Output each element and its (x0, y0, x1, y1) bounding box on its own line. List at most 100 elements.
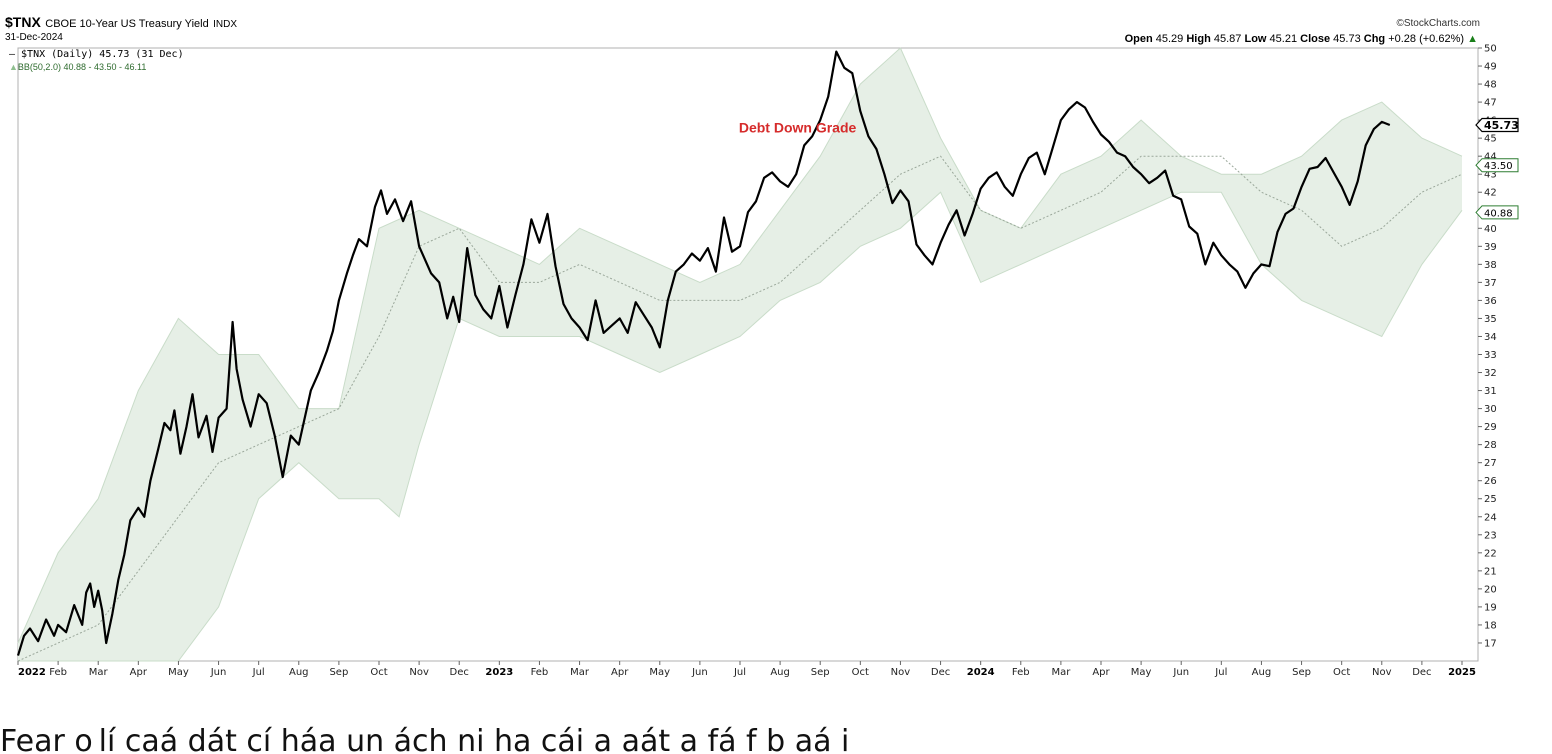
x-tick-label: Oct (1333, 667, 1350, 678)
y-tick-label: 49 (1484, 62, 1497, 73)
y-tick-label: 38 (1484, 260, 1497, 271)
x-tick-label: Sep (329, 667, 348, 678)
article-caption: Fear o lí caá dát cí háa un ách ni … (0, 724, 850, 754)
y-tick-label: 30 (1484, 404, 1497, 415)
x-tick-label: Jun (210, 667, 227, 678)
x-tick-label: Nov (409, 667, 429, 678)
x-tick-label: Aug (289, 667, 309, 678)
chart-date: 31-Dec-2024 (5, 32, 63, 43)
x-tick-label: Nov (891, 667, 911, 678)
y-tick-label: 39 (1484, 242, 1497, 253)
x-tick-label: Aug (1252, 667, 1272, 678)
high-label: High (1186, 33, 1211, 45)
y-tick-label: 26 (1484, 476, 1497, 487)
low-label: Low (1244, 33, 1267, 45)
y-tick-label: 31 (1484, 386, 1497, 397)
y-tick-label: 25 (1484, 494, 1497, 505)
tag-close: 45.73 (1475, 117, 1519, 133)
tag-bb-lower: 40.88 (1475, 205, 1519, 219)
tag-bb-lower-value: 40.88 (1484, 208, 1513, 219)
x-tick-label: Apr (1092, 667, 1110, 678)
annotation-debt-downgrade: Debt Down Grade (739, 120, 857, 136)
x-tick-label: May (1131, 667, 1152, 678)
tag-bb-middle-value: 43.50 (1484, 161, 1513, 172)
y-tick-label: 23 (1484, 530, 1497, 541)
x-tick-label: May (168, 667, 189, 678)
y-axis: 17 18 19 20 21 22 23 24 25 26 27 28 29 30 31 32 33 34 35 36… (1478, 44, 1497, 649)
y-tick-label: 50 (1484, 44, 1497, 55)
x-tick-label: Jul (733, 667, 746, 678)
symbol: $TNX (5, 14, 41, 30)
y-tick-label: 24 (1484, 512, 1497, 523)
up-arrow-icon: ▲ (1467, 33, 1478, 45)
bollinger-lower-line (18, 191, 1463, 662)
bollinger-upper-line (17, 47, 1463, 644)
y-tick-label: 21 (1484, 566, 1497, 577)
y-tick-label: 29 (1484, 422, 1497, 433)
x-tick-label: Jun (1172, 667, 1189, 678)
x-tick-label: Feb (1012, 667, 1030, 678)
y-tick-label: 44 (1484, 152, 1497, 163)
x-tick-label: Sep (1292, 667, 1311, 678)
y-tick-label: 27 (1484, 458, 1497, 469)
close-label: Close (1300, 33, 1331, 45)
high-value: 45.87 (1213, 33, 1242, 45)
open-label: Open (1124, 33, 1153, 45)
tag-close-value: 45.73 (1484, 119, 1519, 132)
y-tick-label: 17 (1484, 638, 1497, 649)
brand-watermark: ©StockCharts.com (1396, 18, 1480, 29)
x-tick-label: Feb (49, 667, 67, 678)
chart-title: $TNX CBOE 10-Year US Treasury Yield INDX (5, 14, 237, 32)
x-tick-label: Oct (370, 667, 387, 678)
x-tick-label: Jul (1214, 667, 1227, 678)
x-tick-label: Apr (611, 667, 629, 678)
value-tags: 45.73 43.50 40.88 (1475, 117, 1519, 219)
plot-area (17, 47, 1479, 662)
x-tick-label: Nov (1372, 667, 1392, 678)
x-axis: 2022 Feb Mar Apr May Jun Jul Aug Sep Oct Nov Dec 202… (17, 661, 1476, 678)
x-tick-label: 2025 (1448, 667, 1476, 678)
x-tick-label: Dec (931, 667, 950, 678)
bollinger-middle-line (17, 155, 1463, 662)
x-tick-label: Jun (691, 667, 708, 678)
x-tick-label: Dec (450, 667, 469, 678)
y-tick-label: 45 (1484, 134, 1497, 145)
y-tick-label: 33 (1484, 350, 1497, 361)
chg-label: Chg (1363, 33, 1386, 45)
x-tick-label: 2023 (485, 667, 513, 678)
price-line (16, 50, 1391, 656)
legend-bb-text: BB(50,2.0) 40.88 - 43.50 - 46.11 (17, 62, 147, 72)
y-tick-label: 47 (1484, 98, 1497, 109)
y-tick-label: 43 (1484, 170, 1497, 181)
low-value: 45.21 (1269, 33, 1298, 45)
y-tick-label: 32 (1484, 368, 1497, 379)
x-tick-label: Oct (852, 667, 869, 678)
close-value: 45.73 (1333, 33, 1361, 45)
tag-bb-middle: 43.50 (1475, 158, 1519, 172)
y-tick-label: 40 (1484, 224, 1497, 235)
chg-value: +0.28 (+0.62%) (1388, 33, 1465, 45)
y-tick-label: 35 (1484, 314, 1497, 325)
x-tick-label: Sep (811, 667, 830, 678)
y-tick-label: 18 (1484, 620, 1497, 631)
x-tick-label: Mar (570, 667, 590, 678)
y-tick-label: 28 (1484, 440, 1497, 451)
x-tick-label: Aug (770, 667, 790, 678)
bollinger-band-fill (18, 48, 1462, 661)
x-tick-label: Feb (531, 667, 549, 678)
legend-bb: ▲BB(50,2.0) 40.88 - 43.50 - 46.11 (9, 62, 146, 72)
y-tick-label: 34 (1484, 332, 1497, 343)
x-tick-label: Mar (1051, 667, 1071, 678)
y-tick-label: 19 (1484, 602, 1497, 613)
x-tick-label: 2024 (967, 667, 995, 678)
x-tick-label: Apr (130, 667, 148, 678)
x-tick-label: May (649, 667, 670, 678)
y-tick-label: 22 (1484, 548, 1497, 559)
legend-price: — $TNX (Daily) 45.73 (31 Dec) (9, 49, 184, 60)
exchange: INDX (213, 19, 238, 30)
x-tick-label: 2022 (18, 667, 46, 678)
y-tick-label: 48 (1484, 80, 1497, 91)
open-value: 45.29 (1155, 33, 1184, 45)
y-tick-label: 20 (1484, 584, 1497, 595)
y-tick-label: 36 (1484, 296, 1497, 307)
